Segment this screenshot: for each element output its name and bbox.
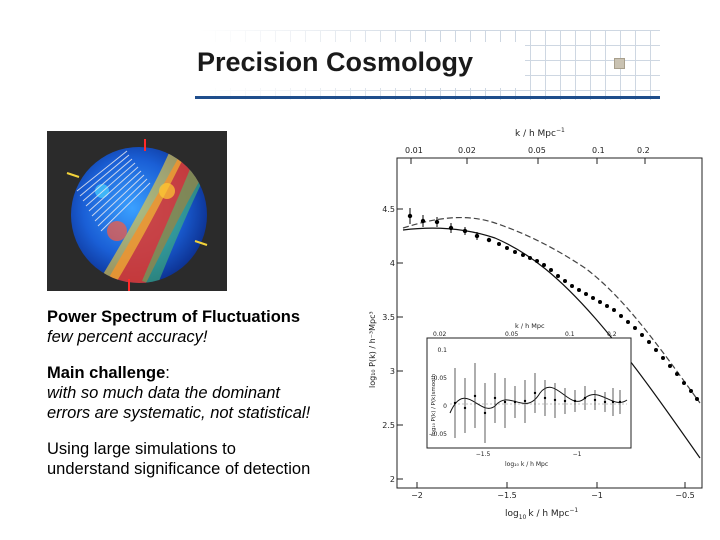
bottom-tick-label: −1 — [591, 491, 603, 500]
inset-model-curve — [449, 386, 628, 414]
top-axis-label: k / h Mpc−1 — [515, 127, 565, 139]
y-tick-label: 2.5 — [382, 421, 395, 430]
inset-y-label: log₁₀ P(k) / P(k)smooth — [431, 373, 437, 436]
inset-y-tick: −0.05 — [429, 431, 448, 438]
slide-title: Precision Cosmology — [197, 47, 474, 77]
y-tick-label: 4 — [390, 259, 395, 268]
inset-top-tick: 0.02 — [433, 331, 447, 338]
inset-top-label: k / h Mpc — [515, 322, 545, 330]
paragraph-simulations: Using large simulations to understand si… — [47, 439, 377, 479]
paragraph-main-challenge: Main challenge: with so much data the do… — [47, 363, 377, 423]
top-tick-label: 0.02 — [458, 146, 476, 155]
y-tick-label: 2 — [390, 475, 395, 484]
sky-globe-graphic — [47, 131, 227, 291]
main-challenge-line-2: errors are systematic, not statistical! — [47, 404, 311, 422]
inset-top-tick: 0.05 — [505, 331, 519, 338]
bottom-axis-label: log10 k / h Mpc−1 — [505, 507, 578, 521]
plot-frame — [396, 157, 703, 489]
y-axis-label: log₁₀ P(k) / h⁻³Mpc³ — [368, 311, 377, 388]
simulations-line-1: Using large simulations to — [47, 440, 236, 458]
inset-y-tick: 0 — [443, 403, 447, 410]
y-tick-label: 3 — [390, 367, 395, 376]
main-challenge-heading: Main challenge — [47, 364, 166, 382]
sky-survey-image — [47, 131, 227, 291]
inset-bottom-tick: −1 — [573, 451, 582, 458]
inset-y-tick: 0.05 — [434, 375, 448, 382]
title-background — [195, 42, 525, 88]
main-challenge-line-1: with so much data the dominant — [47, 384, 280, 402]
dashed-model-curve — [402, 216, 701, 404]
bottom-tick-label: −2 — [411, 491, 423, 500]
inset-y-tick: 0.1 — [437, 347, 447, 354]
top-tick-label: 0.2 — [637, 146, 650, 155]
corner-square-decoration — [614, 58, 625, 69]
bottom-tick-label: −1.5 — [497, 491, 516, 500]
main-challenge-colon: : — [165, 364, 170, 382]
bottom-tick-label: −0.5 — [675, 491, 694, 500]
power-spectrum-heading: Power Spectrum of Fluctuations — [47, 308, 301, 326]
inset-bottom-tick: −1.5 — [476, 451, 491, 458]
y-tick-label: 3.5 — [382, 313, 395, 322]
y-tick-label: 4.5 — [382, 205, 395, 214]
simulations-line-2: understand significance of detection — [47, 460, 311, 478]
solid-model-curve — [402, 227, 701, 459]
paragraph-power-spectrum: Power Spectrum of Fluctuations few perce… — [47, 307, 377, 347]
title-underline — [195, 96, 660, 99]
inset-bottom-label: log₁₀ k / h Mpc — [505, 461, 548, 468]
body-text: Power Spectrum of Fluctuations few perce… — [47, 307, 377, 495]
power-spectrum-figure: k / h Mpc−1 0.01 0.02 0.05 0.1 0.2 2 2.5… — [368, 127, 703, 521]
inset-top-tick: 0.1 — [565, 331, 575, 338]
data-points — [407, 213, 699, 401]
power-spectrum-note: few percent accuracy! — [47, 328, 208, 346]
inset-plot: k / h Mpc 0.02 0.05 0.1 0.2 0.1 0.05 0 −… — [426, 322, 632, 468]
inset-top-tick: 0.2 — [607, 331, 617, 338]
inset-frame — [426, 337, 632, 449]
top-tick-label: 0.1 — [592, 146, 605, 155]
top-tick-label: 0.05 — [528, 146, 546, 155]
top-tick-label: 0.01 — [405, 146, 423, 155]
